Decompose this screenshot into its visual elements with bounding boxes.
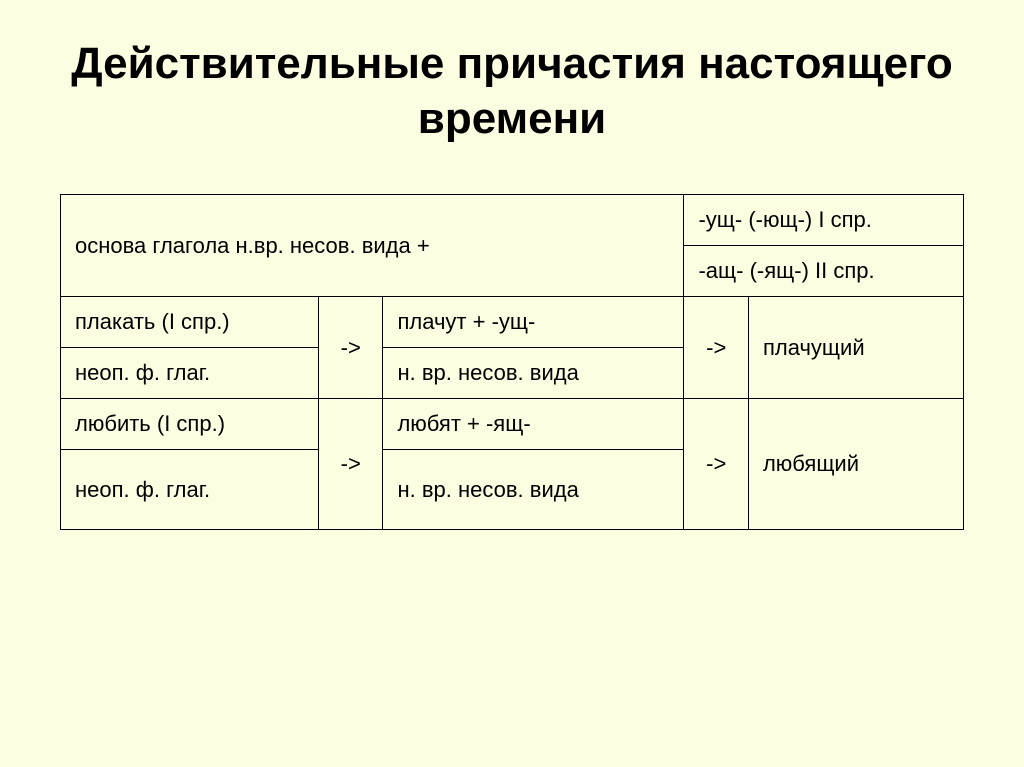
result-1: плачущий [748,297,963,399]
arrow-1: -> [318,297,382,399]
infinitive-1: плакать (I спр.) [61,297,319,348]
present-1: плачут + -ущ- [383,297,684,348]
infinitive-note-1: неоп. ф. глаг. [61,348,319,399]
header-row-1: основа глагола н.вр. несов. вида + -ущ- … [61,195,964,246]
slide: Действительные причастия настоящего врем… [0,0,1024,767]
header-base: основа глагола н.вр. несов. вида + [61,195,684,297]
arrow-3: -> [318,399,382,530]
participles-table: основа глагола н.вр. несов. вида + -ущ- … [60,194,964,530]
arrow-4: -> [684,399,748,530]
example-row-2a: любить (I спр.) -> любят + -ящ- -> любящ… [61,399,964,450]
arrow-2: -> [684,297,748,399]
infinitive-note-2: неоп. ф. глаг. [61,450,319,530]
header-suffix-2: -ащ- (-ящ-) II спр. [684,246,964,297]
present-2: любят + -ящ- [383,399,684,450]
example-row-1a: плакать (I спр.) -> плачут + -ущ- -> пла… [61,297,964,348]
header-suffix-1: -ущ- (-ющ-) I спр. [684,195,964,246]
slide-title: Действительные причастия настоящего врем… [60,36,964,146]
present-note-2: н. вр. несов. вида [383,450,684,530]
infinitive-2: любить (I спр.) [61,399,319,450]
present-note-1: н. вр. несов. вида [383,348,684,399]
result-2: любящий [748,399,963,530]
